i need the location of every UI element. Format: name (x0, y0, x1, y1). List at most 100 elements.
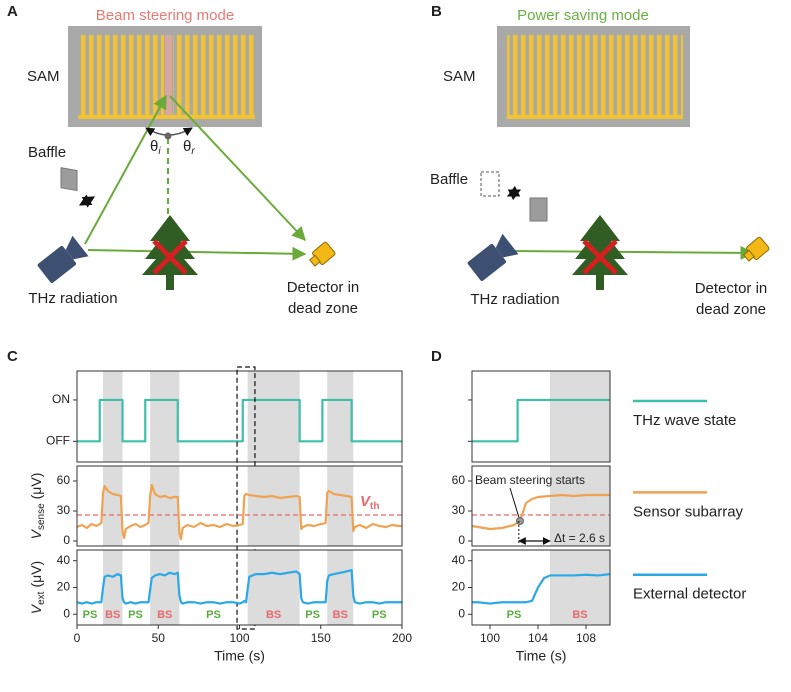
shaded-region (327, 371, 354, 462)
shaded-region (103, 371, 123, 462)
shaded-region (247, 371, 300, 462)
shaded-region (150, 466, 180, 546)
sam-label: SAM (27, 68, 60, 85)
sam-array (173, 35, 255, 117)
axes-frame (471, 370, 611, 463)
legend-label: THz wave state (633, 412, 736, 429)
shaded-region (327, 466, 354, 546)
theta-r: θr (183, 138, 195, 157)
baffle (60, 167, 78, 192)
subscript: th (370, 501, 379, 512)
axes-frame (76, 465, 403, 547)
axes-frame (471, 465, 611, 547)
region-label: PS (507, 609, 522, 621)
tree (572, 215, 628, 290)
diagram-b: Power saving mode SAM Baffle THz radiati… (430, 7, 771, 318)
shaded-region (550, 371, 610, 462)
data-line (77, 483, 402, 541)
symbol: V (28, 528, 44, 539)
shaded-region (247, 550, 300, 625)
y-tick-label: ON (52, 392, 70, 406)
source-label: THz radiation (28, 290, 117, 307)
data-line (77, 568, 402, 605)
region-label: PS (206, 609, 221, 621)
data-line (472, 398, 610, 443)
legend-label: External detector (633, 586, 746, 603)
sam-bus (78, 115, 255, 119)
panel-label: A (7, 3, 18, 20)
region-label: BS (105, 609, 120, 621)
annotation-line (509, 487, 521, 522)
region-label: PS (305, 609, 320, 621)
diagram-title: Beam steering mode (96, 7, 234, 24)
panel-label: C (7, 348, 18, 365)
rich-label: Vth (360, 493, 379, 512)
sam-array (507, 35, 683, 117)
y-tick-label: 0 (458, 533, 465, 547)
theta: θ (150, 138, 158, 155)
x-axis-label: Time (s) (516, 648, 567, 664)
shaded-region (150, 550, 180, 625)
panel-label: D (431, 348, 442, 365)
data-line (77, 398, 402, 443)
x-tick-label: 0 (74, 631, 81, 645)
diagram-title: Power saving mode (517, 7, 649, 24)
y-tick-label: 0 (458, 606, 465, 620)
legend-label: Sensor subarray (633, 503, 744, 520)
x-tick-label: 200 (392, 631, 412, 645)
detector-label: Detector in (287, 279, 360, 296)
x-tick-label: 108 (576, 631, 596, 645)
theta-i: θi (150, 138, 161, 157)
y-tick-label: 60 (57, 473, 71, 487)
rich-label: Vext (μV) (28, 561, 47, 614)
region-label: PS (128, 609, 143, 621)
detector-label: Detector in (695, 280, 768, 297)
region-label: BS (266, 609, 281, 621)
detector (740, 235, 771, 265)
source-label: THz radiation (470, 291, 559, 308)
region-label: BS (157, 609, 172, 621)
subscript: ext (36, 591, 47, 605)
y-tick-label: OFF (46, 433, 70, 447)
unit: (μV) (28, 561, 44, 588)
x-tick-label: 100 (480, 631, 500, 645)
y-tick-label: 30 (452, 503, 466, 517)
thz-source (36, 235, 89, 285)
interval-label: Δt = 2.6 s (554, 531, 605, 545)
x-tick-label: 100 (229, 631, 249, 645)
tree (142, 215, 198, 290)
data-line (472, 493, 610, 531)
pivot (164, 132, 172, 140)
sam-gap (165, 35, 172, 117)
baffle-move (506, 185, 522, 201)
shaded-region (150, 371, 180, 462)
annotation: Beam steering starts (475, 473, 585, 487)
y-tick-label: 40 (452, 553, 466, 567)
baffle-old (480, 171, 500, 197)
panel-label: B (431, 3, 442, 20)
axes-frame (76, 370, 403, 463)
sam-bus (507, 115, 683, 119)
x-tick-label: 150 (311, 631, 331, 645)
beam (509, 245, 755, 260)
baffle-label: Baffle (430, 171, 468, 188)
y-tick-label: 20 (452, 580, 466, 594)
detector-label: dead zone (288, 300, 358, 317)
region-label: BS (572, 609, 587, 621)
x-axis-label: Time (s) (214, 648, 265, 664)
thz-source (466, 233, 519, 283)
shaded-region (550, 466, 610, 546)
shaded-region (247, 466, 300, 546)
x-tick-label: 50 (152, 631, 166, 645)
beam (87, 246, 307, 261)
subscript: i (158, 146, 161, 157)
detector (306, 240, 337, 270)
y-tick-label: 40 (57, 553, 71, 567)
y-tick-label: 60 (452, 473, 466, 487)
x-tick-label: 104 (528, 631, 548, 645)
sam-label: SAM (443, 68, 476, 85)
shaded-region (327, 550, 354, 625)
detector-label: dead zone (696, 301, 766, 318)
sam-array (78, 35, 164, 117)
